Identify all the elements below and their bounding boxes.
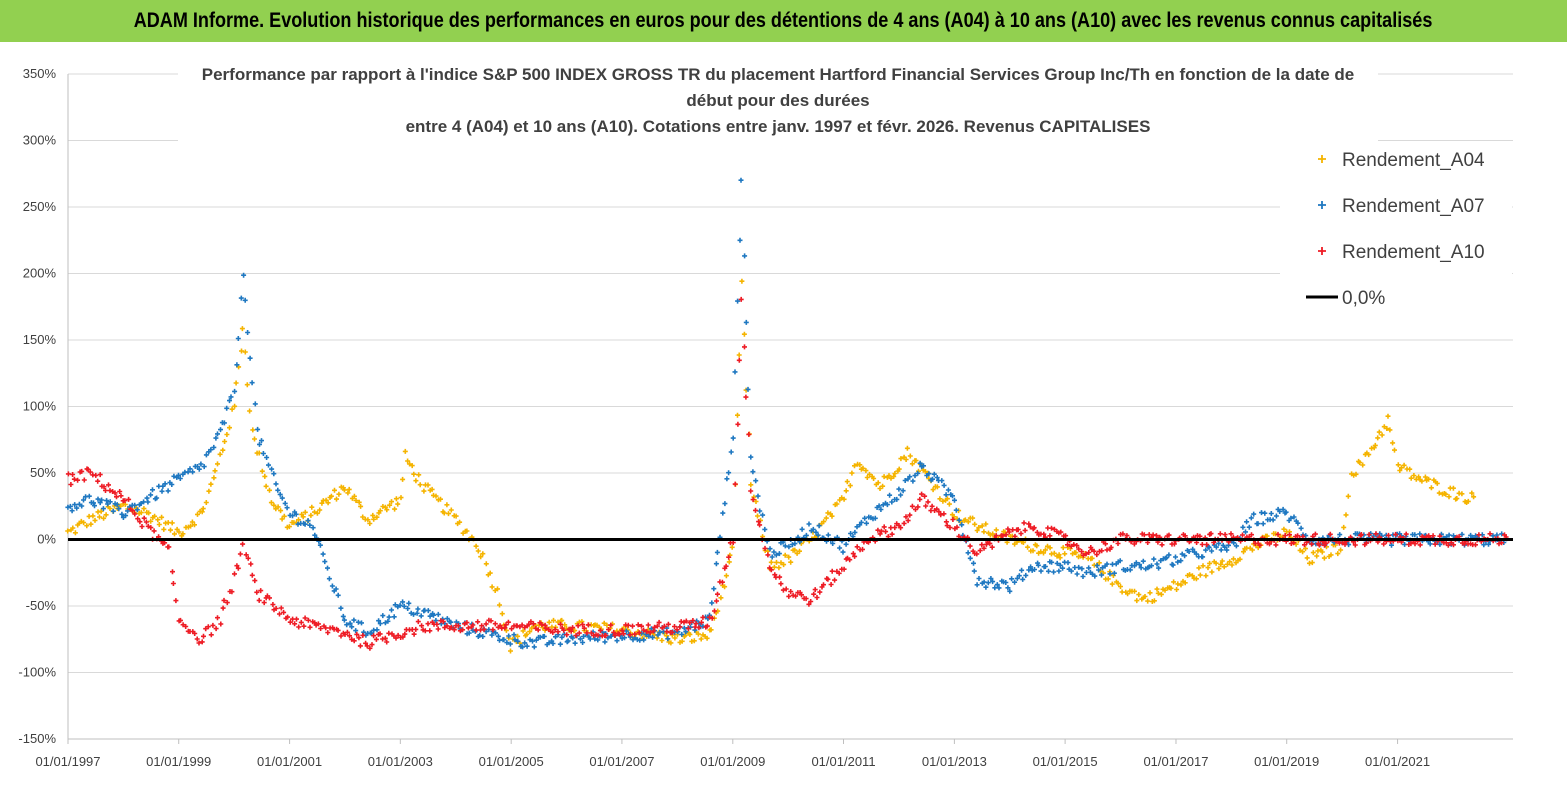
chart-title-line-3: entre 4 (A04) et 10 ans (A10). Cotations…	[406, 117, 1151, 136]
legend: Rendement_A04 Rendement_A07 Rendement_A10 0…	[1306, 150, 1485, 309]
x-tick-label: 01/01/2017	[1143, 754, 1208, 769]
y-tick-label: 50%	[30, 465, 56, 480]
x-tick-label: 01/01/2015	[1033, 754, 1098, 769]
series-markers	[65, 278, 1477, 654]
legend-marker	[1318, 201, 1326, 209]
x-tick-label: 01/01/2013	[922, 754, 987, 769]
x-tick-label: 01/01/2001	[257, 754, 322, 769]
x-tick-label: 01/01/1997	[35, 754, 100, 769]
legend-label: Rendement_A10	[1342, 242, 1485, 263]
x-tick-label: 01/01/2011	[811, 754, 875, 769]
chart-title-line-1: Performance par rapport à l'indice S&P 5…	[202, 65, 1354, 84]
y-tick-label: 0%	[37, 532, 56, 547]
axes: -150% -100% -50% 0% 50% 100% 150% 200% 250% 300% 3…	[18, 66, 1513, 769]
chart: Performance par rapport à l'indice S&P 5…	[0, 42, 1567, 790]
y-tick-label: 300%	[23, 133, 57, 148]
y-tick-label: 200%	[23, 266, 57, 281]
y-tick-label: -50%	[26, 598, 57, 613]
x-tick-label: 01/01/2003	[368, 754, 433, 769]
y-tick-label: 250%	[23, 199, 57, 214]
banner-title: ADAM Informe. Evolution historique des p…	[134, 9, 1433, 32]
legend-marker	[1318, 247, 1326, 255]
x-tick-label: 01/01/2019	[1254, 754, 1319, 769]
x-tick-label: 01/01/2005	[479, 754, 544, 769]
y-tick-label: 350%	[23, 66, 57, 81]
chart-title-line-2: début pour des durées	[686, 91, 869, 110]
x-tick-label: 01/01/2007	[589, 754, 654, 769]
data-series	[65, 177, 1509, 654]
x-tick-label: 01/01/2021	[1365, 754, 1430, 769]
legend-label: 0,0%	[1342, 288, 1385, 309]
y-tick-label: -150%	[18, 731, 56, 746]
title-background	[178, 56, 1378, 150]
y-tick-label: 100%	[23, 399, 57, 414]
legend-label: Rendement_A04	[1342, 150, 1485, 171]
y-tick-label: -100%	[18, 665, 56, 680]
legend-marker	[1318, 155, 1326, 163]
x-tick-label: 01/01/1999	[146, 754, 211, 769]
series-Rendement_A04	[65, 278, 1477, 654]
report-banner: ADAM Informe. Evolution historique des p…	[0, 0, 1567, 42]
x-tick-label: 01/01/2009	[700, 754, 765, 769]
legend-label: Rendement_A07	[1342, 196, 1485, 217]
y-tick-label: 150%	[23, 332, 57, 347]
chart-title: Performance par rapport à l'indice S&P 5…	[202, 65, 1354, 136]
